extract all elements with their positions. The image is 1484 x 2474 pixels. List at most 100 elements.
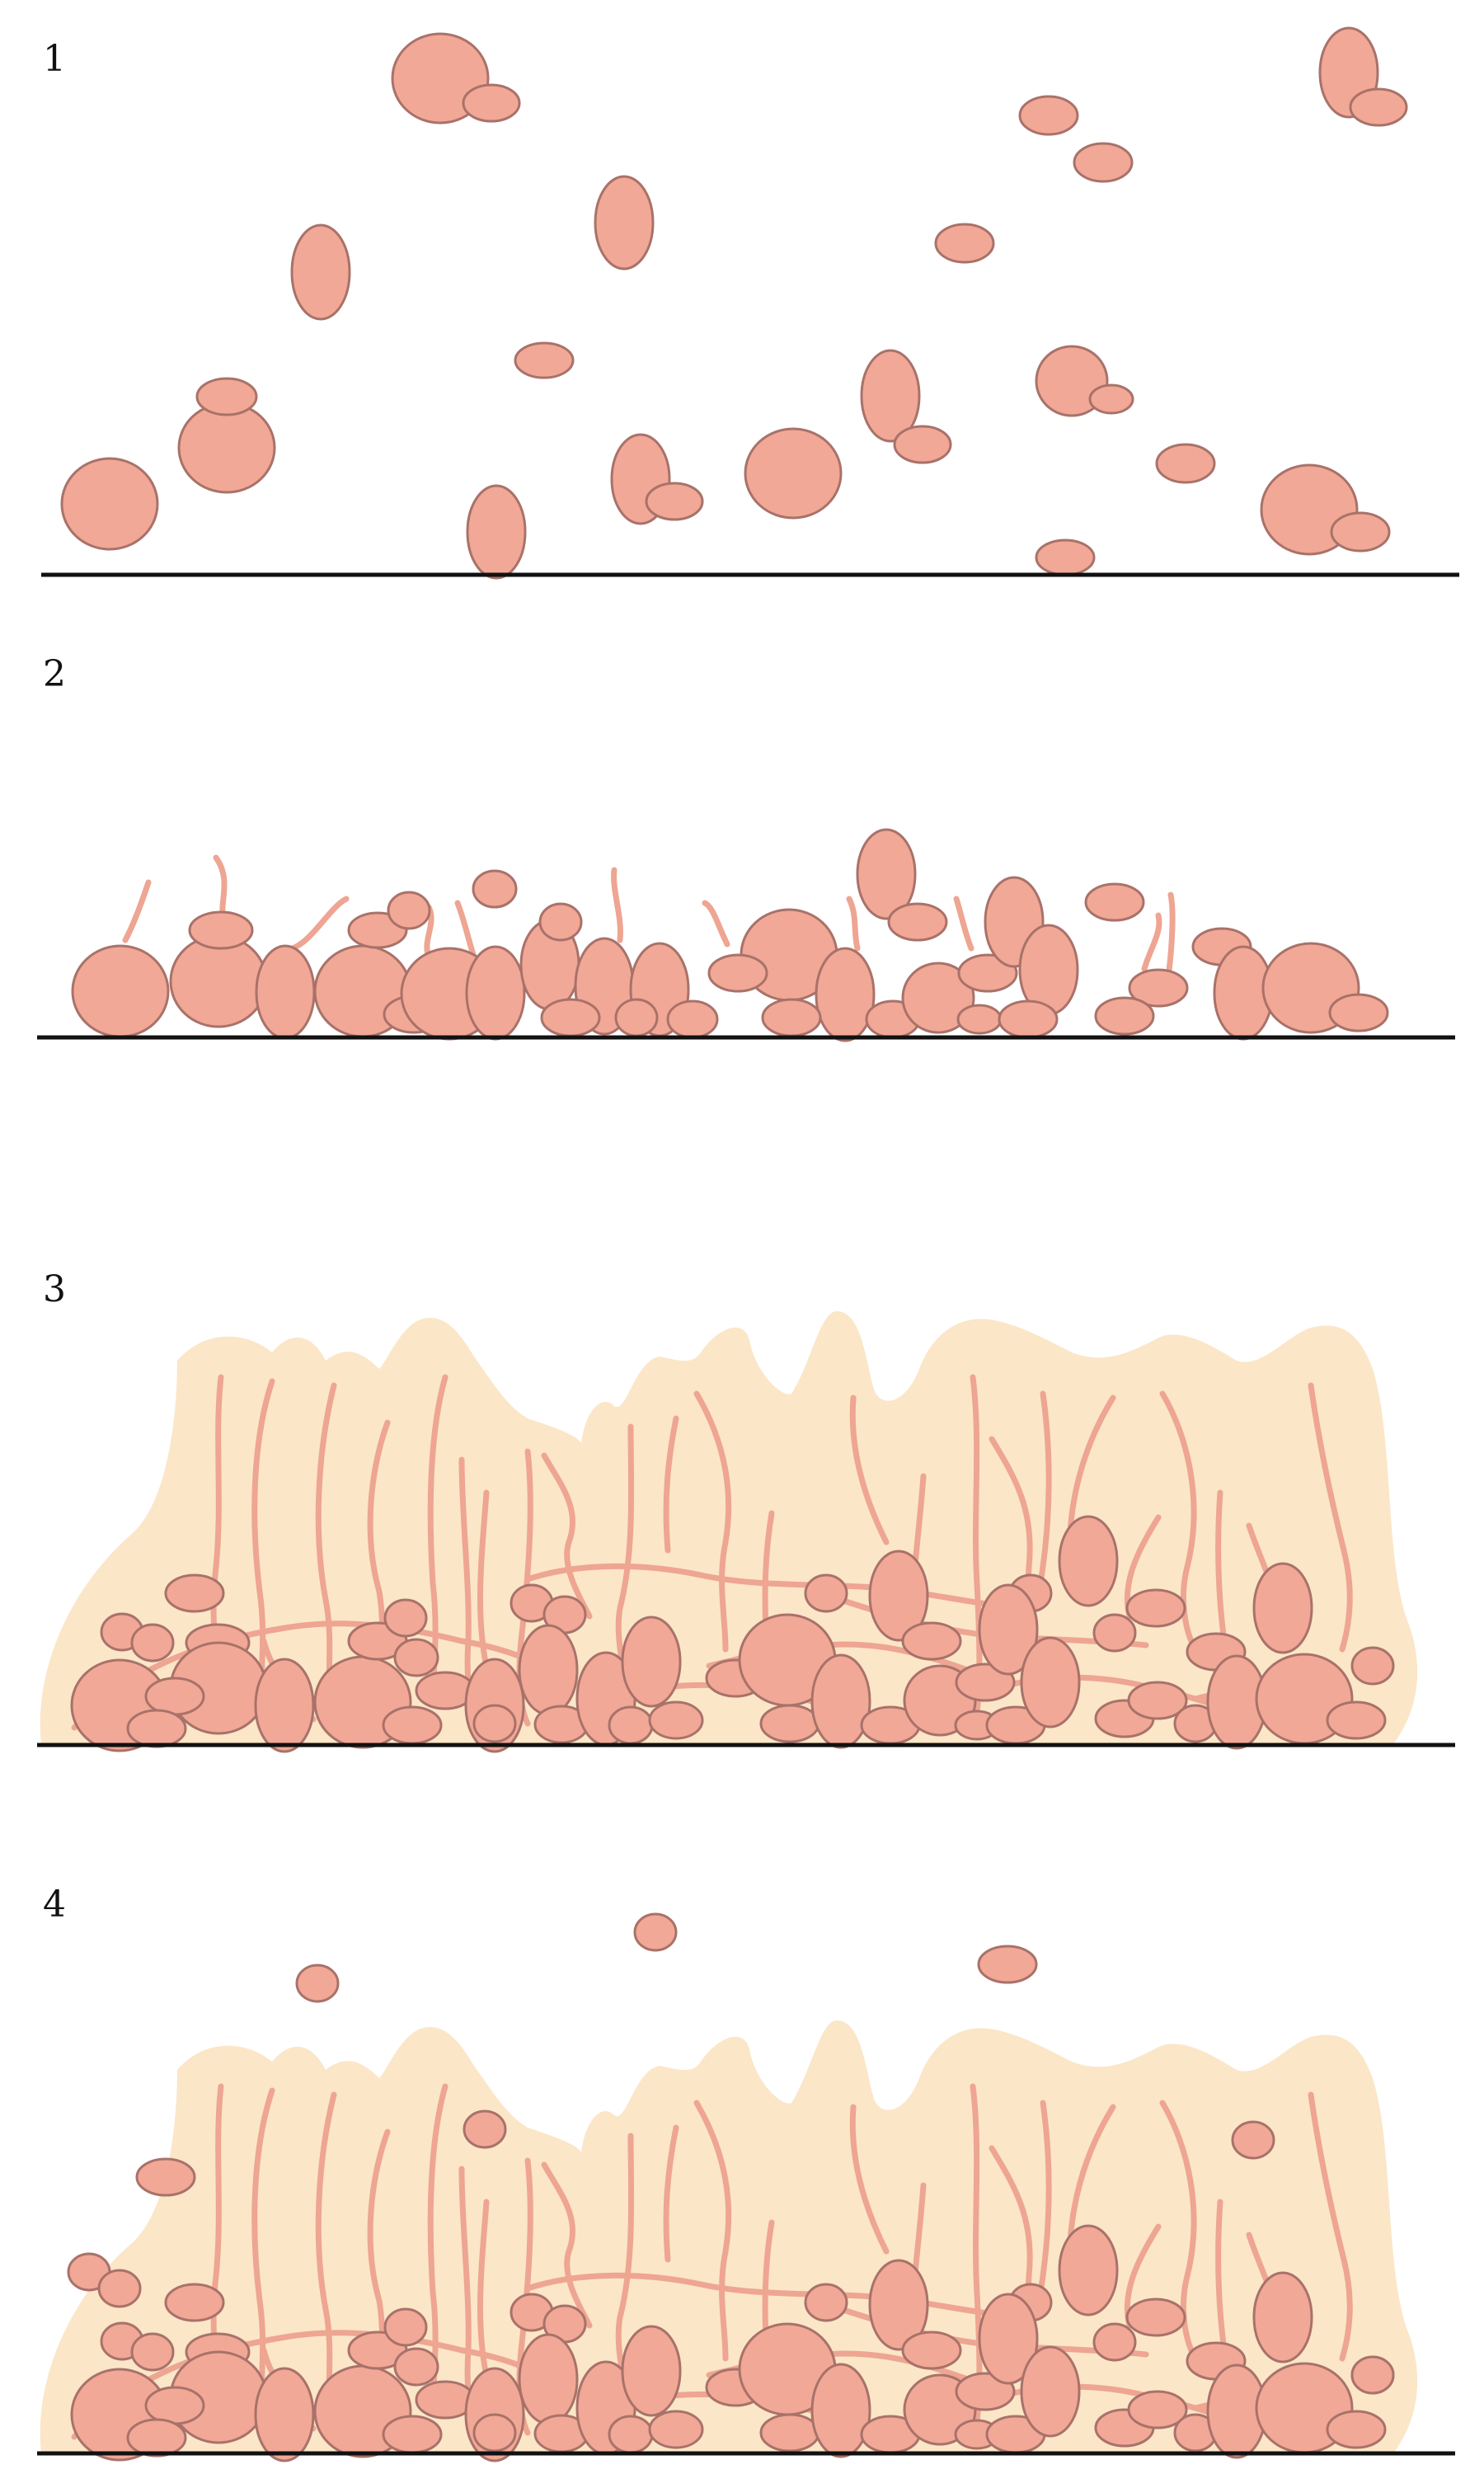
biofilm-yeast-cell — [978, 1583, 1039, 1676]
adhered-yeast-cell — [540, 998, 601, 1037]
biofilm-yeast-cell — [648, 2410, 704, 2449]
adhered-yeast-cell — [169, 934, 268, 1028]
biofilm-yeast-cell — [382, 1705, 443, 1745]
hypha — [477, 1489, 491, 1677]
adhered-yeast-cell — [465, 945, 526, 1041]
adhered-yeast-cell — [255, 944, 316, 1040]
planktonic-yeast-cell — [1035, 539, 1096, 576]
biofilm-yeast-cell — [901, 2331, 962, 2370]
biofilm-yeast-cell — [1020, 1636, 1081, 1729]
stage-label-1: 1 — [43, 38, 66, 80]
hypha — [524, 1563, 1026, 1611]
biofilm-yeast-cell — [472, 1704, 517, 1743]
adhered-yeast-cell — [538, 902, 583, 942]
planktonic-yeast-cell — [1330, 511, 1391, 553]
planktonic-yeast-cell — [744, 427, 843, 520]
biofilm-yeast-cell — [472, 2413, 517, 2453]
biofilm-yeast-cell — [1350, 1646, 1395, 1686]
biofilm-yeast-cell — [621, 1616, 682, 1708]
planktonic-yeast-cell — [195, 377, 258, 416]
hypha — [663, 1415, 679, 1554]
hypha — [71, 1620, 572, 1731]
biofilm-yeast-cell — [393, 1638, 439, 1677]
biofilm-yeast-cell — [1127, 2390, 1188, 2429]
adhered-yeast-cell — [71, 944, 170, 1038]
adhered-yeast-cell — [815, 947, 876, 1042]
biofilm-yeast-cell — [1127, 1681, 1188, 1720]
biofilm-yeast-cell — [126, 2418, 187, 2458]
biofilm-yeast-cell — [868, 1550, 929, 1642]
germ-tube — [289, 896, 350, 952]
biofilm-yeast-cell — [254, 1658, 315, 1753]
hypha — [849, 1395, 890, 1545]
adhered-yeast-cell — [761, 998, 822, 1037]
adhered-yeast-cell — [956, 1004, 1003, 1035]
biofilm-yeast-cell — [1326, 2410, 1387, 2449]
hypha — [1159, 2100, 1199, 2362]
germ-tube — [611, 867, 623, 943]
biofilm-yeast-cell — [130, 2332, 175, 2372]
planktonic-yeast-cell — [1073, 142, 1134, 183]
biofilm-yeast-cell — [383, 2307, 428, 2347]
biofilm-yeast-cell — [621, 2325, 682, 2417]
biofilm-yeast-cell — [1058, 1515, 1119, 1607]
biofilm-yeast-cell — [382, 2415, 443, 2454]
hypha — [477, 2199, 491, 2387]
stage-label-4: 4 — [43, 1884, 66, 1926]
adhered-yeast-cell — [1084, 882, 1145, 922]
hypha — [693, 1390, 732, 1653]
biofilm-yeast-cell — [868, 2259, 929, 2351]
planktonic-yeast-cell — [1018, 95, 1079, 136]
biofilm-yeast-cell — [1125, 1588, 1186, 1628]
adhered-yeast-cell — [901, 962, 975, 1034]
planktonic-yeast-cell — [1088, 383, 1134, 415]
planktonic-yeast-cell — [462, 83, 521, 123]
biofilm-yeast-cell — [144, 2386, 205, 2425]
biofilm-yeast-cell — [1125, 2298, 1186, 2337]
planktonic-yeast-cell — [1155, 443, 1216, 484]
biofilm-yeast-cell — [254, 2367, 315, 2462]
planktonic-yeast-cell — [60, 457, 159, 551]
biofilm-yeast-cell — [164, 1573, 225, 1613]
planktonic-yeast-cell — [645, 482, 704, 521]
biofilm-yeast-cell — [978, 2293, 1039, 2385]
biofilm-yeast-cell — [608, 2415, 654, 2454]
hypha — [541, 2161, 593, 2329]
biofilm-yeast-cell — [518, 1624, 579, 1716]
adhered-yeast-cell — [856, 828, 917, 920]
biofilm-yeast-cell — [804, 2283, 848, 2322]
biofilm-yeast-cell — [810, 1653, 871, 1749]
biofilm-yeast-cell — [759, 2413, 820, 2453]
dispersed-yeast-cell — [633, 1912, 678, 1952]
hypha — [693, 2100, 732, 2362]
hypha — [1159, 1390, 1199, 1653]
adhered-yeast-cell — [1128, 968, 1189, 1008]
planktonic-yeast-cell — [466, 484, 527, 580]
stage-label-3: 3 — [43, 1268, 66, 1310]
biofilm-yeast-cell — [1020, 2345, 1081, 2438]
hypha — [71, 2330, 572, 2440]
biofilm-yeast-cell — [810, 2363, 871, 2458]
germ-tube — [213, 854, 228, 919]
planktonic-yeast-cell — [594, 175, 655, 270]
stage-label-2: 2 — [43, 653, 66, 695]
biofilm-yeast-cell — [1092, 1613, 1137, 1653]
adhered-yeast-cell — [1094, 996, 1155, 1036]
dispersed-yeast-cell — [1231, 2120, 1275, 2160]
adhered-yeast-cell — [666, 999, 719, 1039]
planktonic-yeast-cell — [934, 223, 995, 264]
hypha — [1037, 1390, 1052, 1587]
adhered-yeast-cell — [998, 999, 1059, 1039]
germ-tube — [846, 896, 861, 952]
dispersed-yeast-cell — [977, 1945, 1038, 1984]
stage-labels: 1 2 3 4 — [43, 38, 66, 1926]
biofilm-yeast-cell — [1252, 1562, 1313, 1654]
biofilm-yeast-cell — [393, 2347, 439, 2387]
hypha — [1308, 2091, 1353, 2362]
hypha — [524, 2272, 1026, 2321]
cells-layer — [60, 26, 1408, 2462]
biofilm-yeast-cell — [130, 1623, 175, 1663]
biofilm-yeast-cell — [1252, 2271, 1313, 2363]
adhered-yeast-cell — [188, 910, 254, 950]
